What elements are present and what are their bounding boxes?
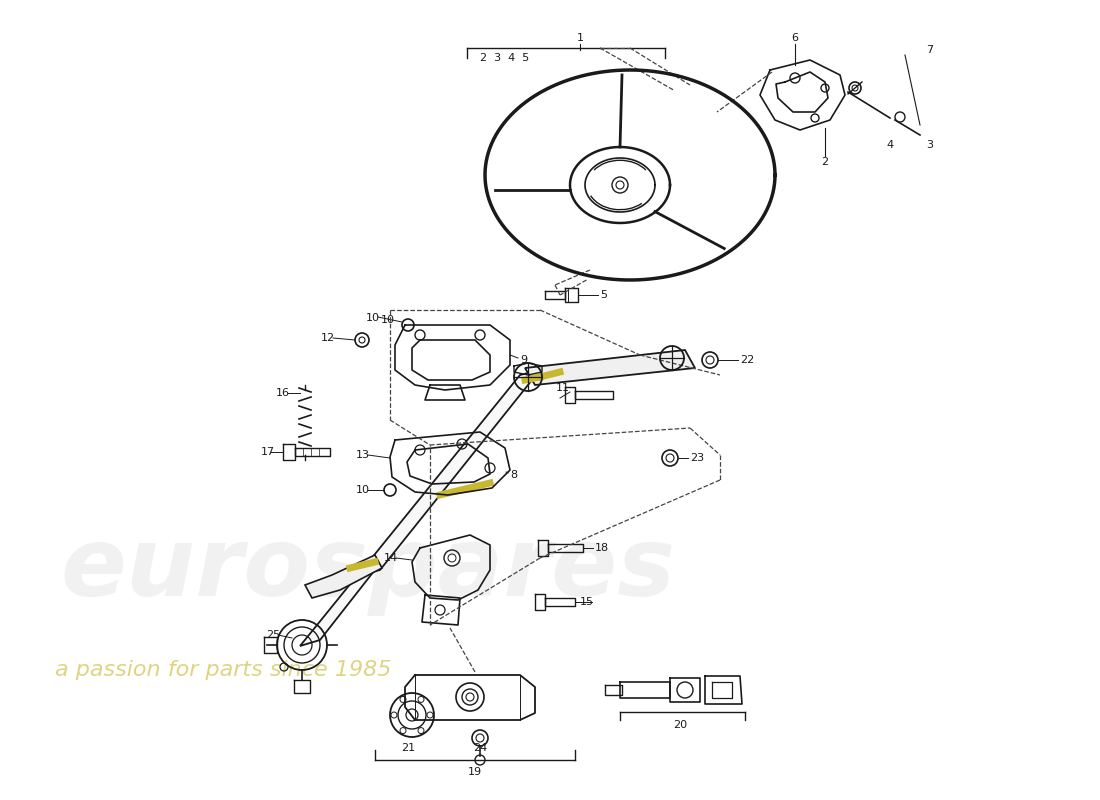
Text: 10: 10 [356,485,370,495]
Text: 13: 13 [356,450,370,460]
Text: 22: 22 [740,355,755,365]
Polygon shape [525,350,695,385]
Text: 8: 8 [510,470,517,480]
Polygon shape [358,370,540,575]
Text: a passion for parts since 1985: a passion for parts since 1985 [55,660,392,680]
Text: 9: 9 [520,355,527,365]
Polygon shape [300,566,378,646]
Polygon shape [305,555,382,598]
Text: 15: 15 [580,597,594,607]
Text: 1: 1 [576,33,583,43]
Text: 2: 2 [822,157,828,167]
Text: 24: 24 [473,743,487,753]
Text: 10: 10 [366,313,379,323]
Text: 11: 11 [556,383,570,393]
Text: 3: 3 [926,140,934,150]
Text: 4: 4 [887,140,893,150]
Text: 6: 6 [792,33,799,43]
Text: eurospares: eurospares [60,523,675,617]
Text: 19: 19 [468,767,482,777]
Text: 12: 12 [321,333,336,343]
Text: 25: 25 [266,630,280,640]
Text: 7: 7 [926,45,934,55]
Text: 2  3  4  5: 2 3 4 5 [480,53,529,63]
Text: 20: 20 [673,720,688,730]
Text: 14: 14 [384,553,398,563]
Text: 10: 10 [381,315,395,325]
Text: 17: 17 [261,447,275,457]
Text: 21: 21 [400,743,415,753]
Text: 18: 18 [595,543,609,553]
Text: 16: 16 [276,388,290,398]
Text: 23: 23 [690,453,704,463]
Text: 5: 5 [600,290,607,300]
